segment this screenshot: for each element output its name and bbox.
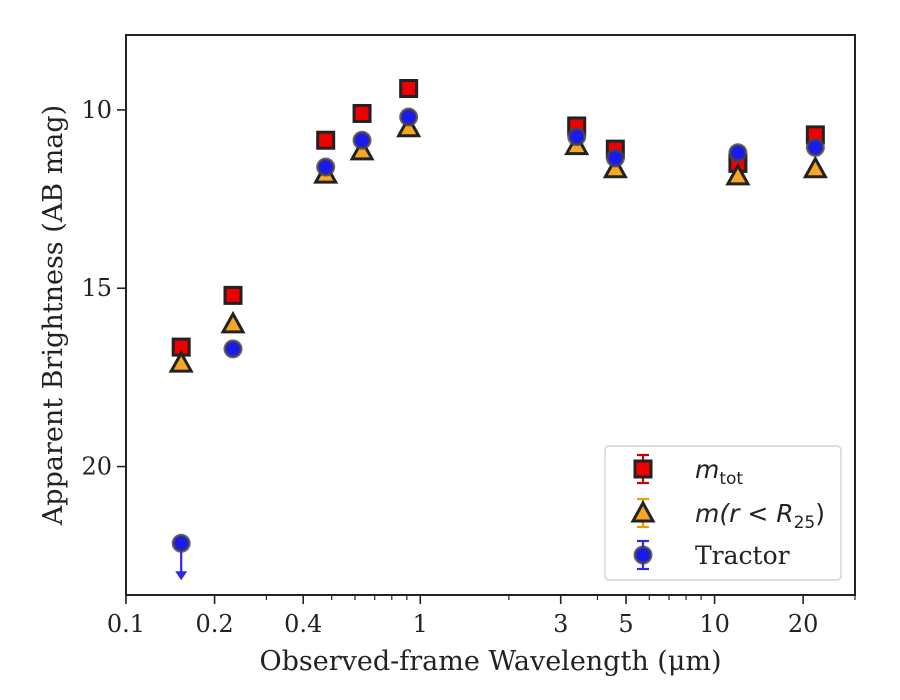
- x-tick-label: 3: [553, 610, 568, 638]
- legend: mtot m(r < R25) Tractor: [604, 445, 842, 581]
- legend-marker-square: [633, 459, 653, 479]
- data-point: [725, 162, 751, 186]
- series-triangle: [168, 114, 828, 373]
- x-tick-label: 1: [413, 610, 428, 638]
- data-point: [171, 533, 191, 553]
- data-point: [316, 130, 336, 150]
- x-tick-label: 0.2: [196, 610, 234, 638]
- y-axis-title: Apparent Brightness (AB mag): [38, 105, 69, 526]
- data-point: [399, 107, 419, 127]
- chart-marks: [168, 79, 828, 581]
- y-tick-label: 10: [81, 96, 112, 124]
- legend-marker-triangle: [630, 499, 656, 523]
- data-point: [220, 310, 246, 334]
- data-point: [352, 103, 372, 123]
- x-tick-label: 20: [788, 610, 819, 638]
- upper-limit-arrowhead: [175, 571, 188, 581]
- y-tick-label: 20: [81, 453, 112, 481]
- axis-ticks: 0.1 0.2 0.4 1 3 5 10 20 10 15 20: [81, 96, 856, 638]
- legend-label: Tractor: [695, 541, 790, 570]
- series-circle: [171, 107, 825, 581]
- x-tick-label: 0.1: [107, 610, 145, 638]
- x-tick-label: 10: [699, 610, 730, 638]
- series-square: [171, 79, 825, 357]
- data-point: [399, 79, 419, 99]
- data-point: [602, 155, 628, 179]
- data-point: [605, 148, 625, 168]
- y-tick-label: 15: [81, 274, 112, 302]
- legend-marker-circle: [633, 545, 653, 565]
- x-axis-title: Observed-frame Wavelength (μm): [259, 646, 721, 677]
- data-point: [728, 143, 748, 163]
- data-point: [223, 285, 243, 305]
- data-point: [352, 130, 372, 150]
- legend-frame: [604, 445, 842, 581]
- plot-frame: [125, 34, 856, 596]
- data-point: [396, 114, 422, 138]
- x-tick-label: 5: [618, 610, 633, 638]
- legend-label: mtot: [695, 455, 743, 489]
- data-point: [168, 350, 194, 373]
- legend-label: m(r < R25): [695, 499, 825, 533]
- data-point: [567, 127, 587, 147]
- data-point: [316, 157, 336, 177]
- data-point: [349, 137, 375, 161]
- data-point: [223, 339, 243, 359]
- data-point: [802, 155, 828, 179]
- data-point: [805, 137, 825, 157]
- x-tick-label: 0.4: [284, 610, 322, 638]
